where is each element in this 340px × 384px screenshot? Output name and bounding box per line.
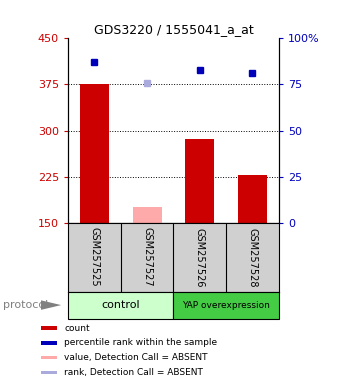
Title: GDS3220 / 1555041_a_at: GDS3220 / 1555041_a_at [94, 23, 253, 36]
Text: value, Detection Call = ABSENT: value, Detection Call = ABSENT [64, 353, 208, 362]
Bar [133, 207, 161, 223]
Bar [41, 341, 57, 344]
Text: percentile rank within the sample: percentile rank within the sample [64, 338, 217, 348]
Text: YAP overexpression: YAP overexpression [182, 301, 270, 310]
Bar [80, 84, 109, 223]
Text: GSM257525: GSM257525 [89, 227, 99, 287]
Bar [41, 356, 57, 359]
Text: count: count [64, 324, 90, 333]
Bar [41, 371, 57, 374]
Bar [238, 175, 267, 223]
Bar [173, 292, 279, 319]
Polygon shape [41, 300, 61, 310]
Bar [185, 139, 214, 223]
Text: control: control [101, 300, 140, 310]
Bar [68, 292, 173, 319]
Text: GSM257526: GSM257526 [195, 228, 205, 287]
Text: rank, Detection Call = ABSENT: rank, Detection Call = ABSENT [64, 368, 203, 377]
Text: GSM257527: GSM257527 [142, 227, 152, 287]
Text: GSM257528: GSM257528 [248, 228, 257, 287]
Bar [41, 326, 57, 330]
Text: protocol: protocol [3, 300, 49, 310]
